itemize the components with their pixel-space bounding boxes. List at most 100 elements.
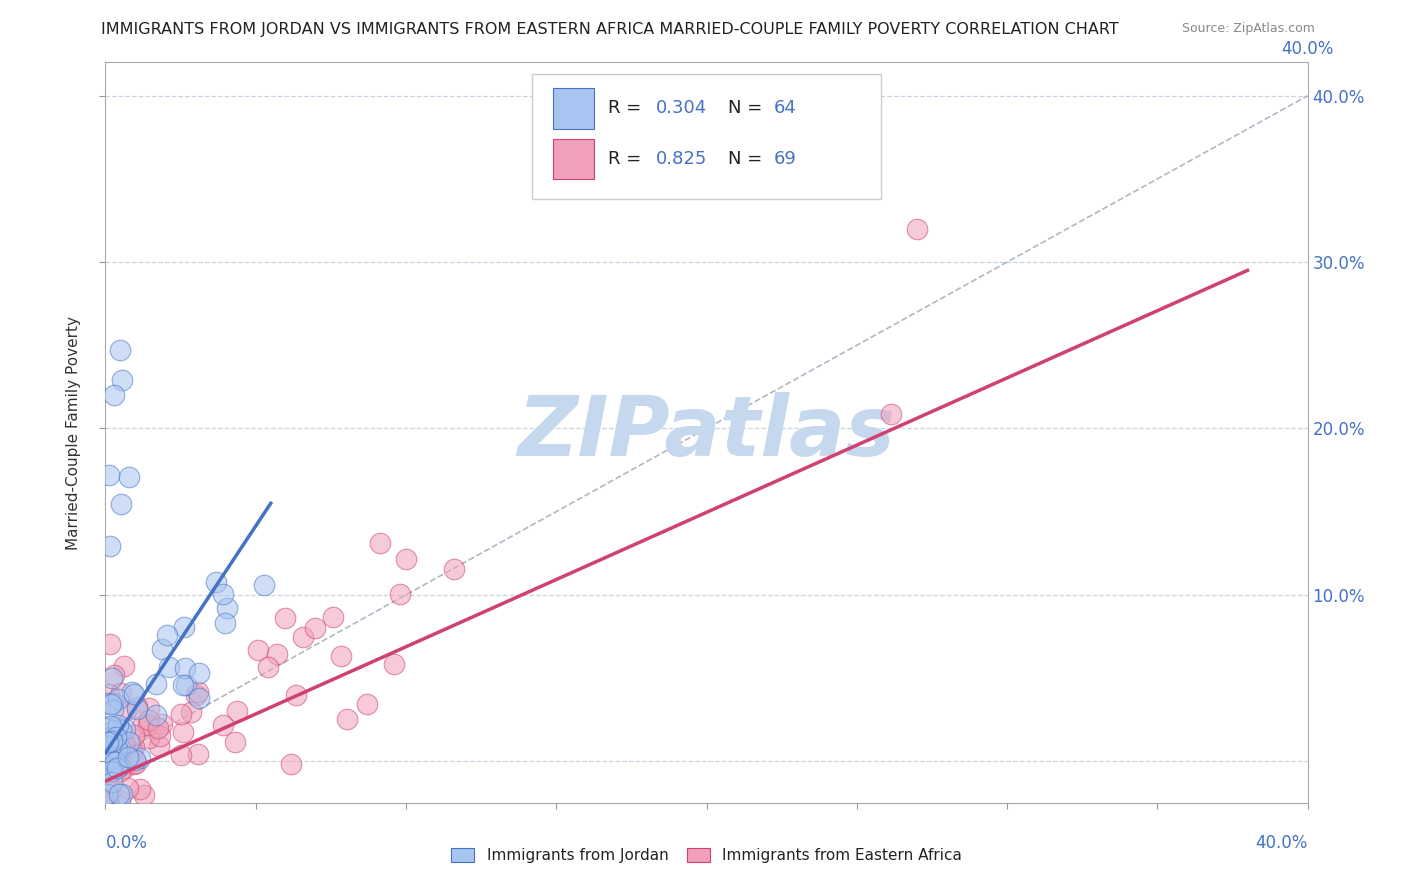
Point — [94, 761, 117, 775]
Point — [96, 696, 118, 710]
Point — [150, 641, 173, 656]
Point — [104, 753, 127, 767]
Point — [117, 749, 139, 764]
Point — [97, 796, 120, 810]
Point — [98, 751, 121, 765]
Point — [112, 737, 135, 751]
Point — [128, 751, 150, 765]
Point — [125, 700, 148, 714]
Point — [253, 578, 276, 592]
Point — [121, 744, 143, 758]
Text: Source: ZipAtlas.com: Source: ZipAtlas.com — [1181, 22, 1315, 36]
Point — [170, 747, 193, 762]
Text: 69: 69 — [773, 150, 797, 168]
Point — [330, 648, 353, 663]
Point — [138, 713, 160, 727]
Point — [217, 600, 239, 615]
Point — [336, 712, 359, 726]
Point — [212, 587, 235, 601]
Point — [111, 374, 134, 388]
Point — [97, 721, 120, 735]
Point — [905, 222, 928, 236]
Point — [101, 760, 124, 774]
Point — [100, 755, 122, 769]
Point — [112, 739, 135, 754]
Point — [112, 757, 135, 772]
Point — [187, 747, 209, 761]
Text: 64: 64 — [773, 99, 797, 118]
Point — [114, 722, 136, 736]
Text: IMMIGRANTS FROM JORDAN VS IMMIGRANTS FROM EASTERN AFRICA MARRIED-COUPLE FAMILY P: IMMIGRANTS FROM JORDAN VS IMMIGRANTS FRO… — [101, 22, 1119, 37]
Point — [101, 697, 124, 711]
Point — [105, 741, 128, 756]
Point — [112, 761, 135, 775]
Point — [100, 697, 122, 711]
Point — [304, 621, 326, 635]
Point — [138, 700, 160, 714]
Text: R =: R = — [607, 150, 647, 168]
Point — [169, 706, 191, 721]
Point — [172, 678, 194, 692]
Point — [157, 660, 180, 674]
Point — [131, 719, 153, 733]
Point — [382, 657, 405, 672]
Point — [356, 697, 378, 711]
Point — [368, 536, 391, 550]
Point — [98, 796, 121, 810]
Point — [186, 688, 208, 702]
Point — [100, 734, 122, 748]
Point — [117, 780, 139, 795]
Point — [124, 753, 146, 767]
Point — [103, 388, 125, 402]
Point — [101, 775, 124, 789]
Point — [124, 687, 146, 701]
Point — [280, 756, 302, 771]
Point — [105, 761, 128, 775]
Point — [101, 764, 124, 778]
Point — [148, 739, 170, 753]
Point — [188, 665, 211, 680]
Point — [114, 703, 136, 717]
Point — [134, 788, 156, 802]
Point — [443, 561, 465, 575]
Text: ZIPatlas: ZIPatlas — [517, 392, 896, 473]
Point — [108, 343, 131, 358]
Point — [104, 755, 127, 769]
Point — [107, 744, 129, 758]
Point — [226, 704, 249, 718]
Point — [103, 668, 125, 682]
Text: 40.0%: 40.0% — [1256, 834, 1308, 852]
Point — [173, 661, 195, 675]
Point — [394, 552, 416, 566]
Point — [100, 719, 122, 733]
Point — [129, 781, 152, 796]
Point — [110, 723, 132, 738]
Text: 0.304: 0.304 — [657, 99, 707, 118]
Point — [879, 407, 901, 421]
Y-axis label: Married-Couple Family Poverty: Married-Couple Family Poverty — [66, 316, 82, 549]
Point — [117, 750, 139, 764]
Text: N =: N = — [728, 99, 768, 118]
Point — [100, 745, 122, 759]
Point — [101, 723, 124, 738]
Point — [187, 685, 209, 699]
Point — [138, 731, 160, 745]
Point — [246, 642, 269, 657]
Point — [110, 497, 132, 511]
Text: 0.825: 0.825 — [657, 150, 707, 168]
Bar — [553, 88, 593, 129]
Point — [127, 702, 149, 716]
Point — [188, 691, 211, 706]
Point — [101, 703, 124, 717]
Point — [97, 735, 120, 749]
Point — [150, 717, 173, 731]
Point — [118, 748, 141, 763]
Text: 0.0%: 0.0% — [105, 834, 148, 852]
Point — [121, 684, 143, 698]
Point — [100, 764, 122, 779]
Point — [108, 787, 131, 801]
FancyBboxPatch shape — [533, 73, 880, 200]
Point — [204, 574, 226, 589]
Point — [256, 660, 278, 674]
Point — [146, 722, 169, 736]
